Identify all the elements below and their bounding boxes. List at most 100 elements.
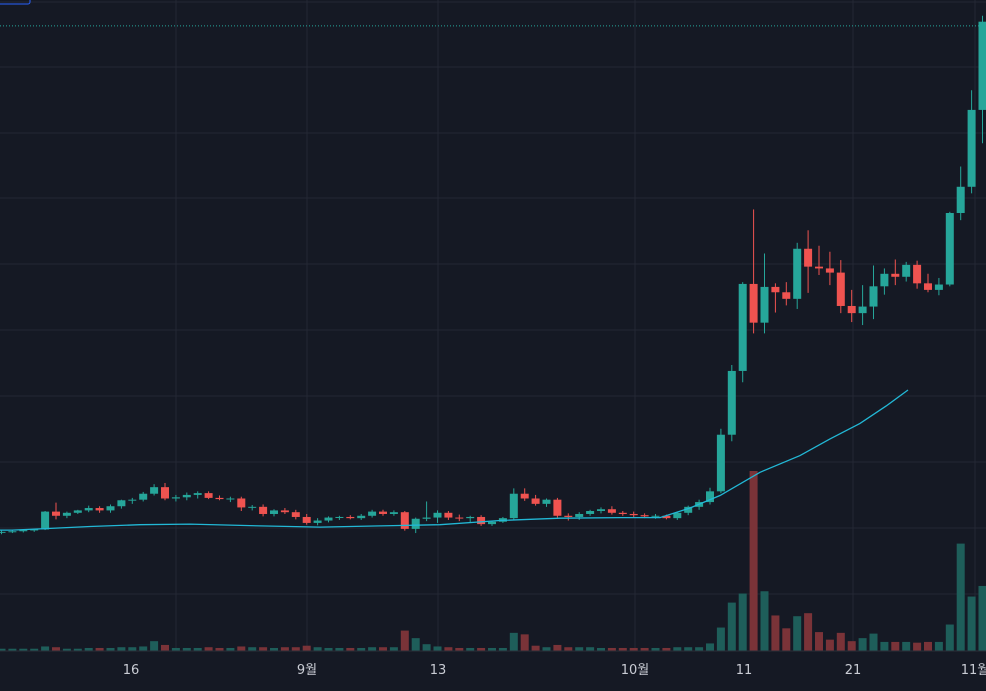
candle-body [542,499,551,504]
candle-body [19,530,28,532]
volume-bar [150,641,159,651]
candle [836,260,845,314]
volume-bar [215,647,224,651]
volume-bar [30,648,39,651]
volume-bar [117,647,126,651]
candle [891,259,900,286]
volume-bar [62,648,71,651]
candle-body [924,283,932,290]
candle-body [237,498,246,508]
volume-bar [902,641,911,651]
candle-body [902,264,911,277]
volume-bar [433,646,442,651]
candle-body [171,497,180,499]
volume-bar [411,638,420,651]
candle-body [400,512,409,529]
candle-body [357,515,366,519]
candle [793,242,802,309]
volume-bar [52,647,60,651]
candle-body [477,516,486,525]
candle-body [836,272,845,306]
volume-bar [498,647,507,651]
volume-bar [128,647,137,651]
candle [433,510,442,523]
volume-bar [934,641,943,651]
candle-body [978,21,986,110]
candle [477,515,486,526]
candle-body [564,515,573,517]
candle-body [640,515,649,517]
candle [913,260,922,289]
volume-bar [0,648,6,651]
candle [270,509,278,517]
volume-bar [182,647,191,651]
candle-body [586,511,595,514]
candle-body [422,517,431,519]
candle-body [248,506,257,508]
candle [847,289,856,323]
candle [193,491,202,499]
candle [368,509,377,518]
volume-bar [531,645,540,651]
volume-bar [738,593,747,651]
candle [389,510,398,516]
candle-body [84,508,93,511]
x-tick-label: 9월 [297,663,317,678]
volume-bar [760,591,769,651]
volume-bar [291,647,300,651]
candle [956,166,965,221]
candle [945,211,954,287]
candle-body [629,513,638,516]
candle [815,245,823,275]
candle [607,506,616,515]
candle-body [651,515,660,517]
candle [128,497,137,504]
candle [455,514,464,522]
candle-body [618,512,627,514]
candle [520,488,529,501]
top-left-tab[interactable] [0,0,31,5]
candle-body [324,517,333,521]
candle-body [815,266,823,269]
candle [444,511,453,520]
candle-body [62,512,71,516]
volume-bar [73,648,82,651]
candle [0,530,6,535]
candle-body [913,264,922,284]
candle-body [193,493,202,495]
candle [629,511,638,517]
candle [880,268,889,295]
candle-body [607,509,616,513]
volume-bar [139,646,148,651]
x-tick-label: 13 [430,663,447,678]
candle [52,502,60,520]
candle [117,499,126,509]
volume-bar [858,638,867,651]
candle [749,209,758,334]
volume-bar [782,628,791,651]
candle [967,90,976,194]
volume-bar [716,627,725,651]
x-tick-label: 11 [736,663,753,678]
candle-body [368,511,377,516]
candle-body [727,370,736,435]
volume-bar [302,645,311,651]
volume-bar [444,647,453,651]
volume-bar [880,641,889,651]
volume-bar [204,647,213,651]
volume-bar [564,647,573,651]
volume-bar [237,646,246,651]
volume-bar [161,644,169,651]
candle [760,253,769,334]
candle [466,515,475,523]
volume-bar [226,647,235,651]
volume-bar [520,634,529,651]
volume-bar [84,647,93,651]
candle [357,513,366,520]
volume-bar [346,647,355,651]
volume-bar [825,639,834,651]
candle-body [270,510,278,514]
candle-body [466,516,475,519]
volume-bar [379,647,387,651]
